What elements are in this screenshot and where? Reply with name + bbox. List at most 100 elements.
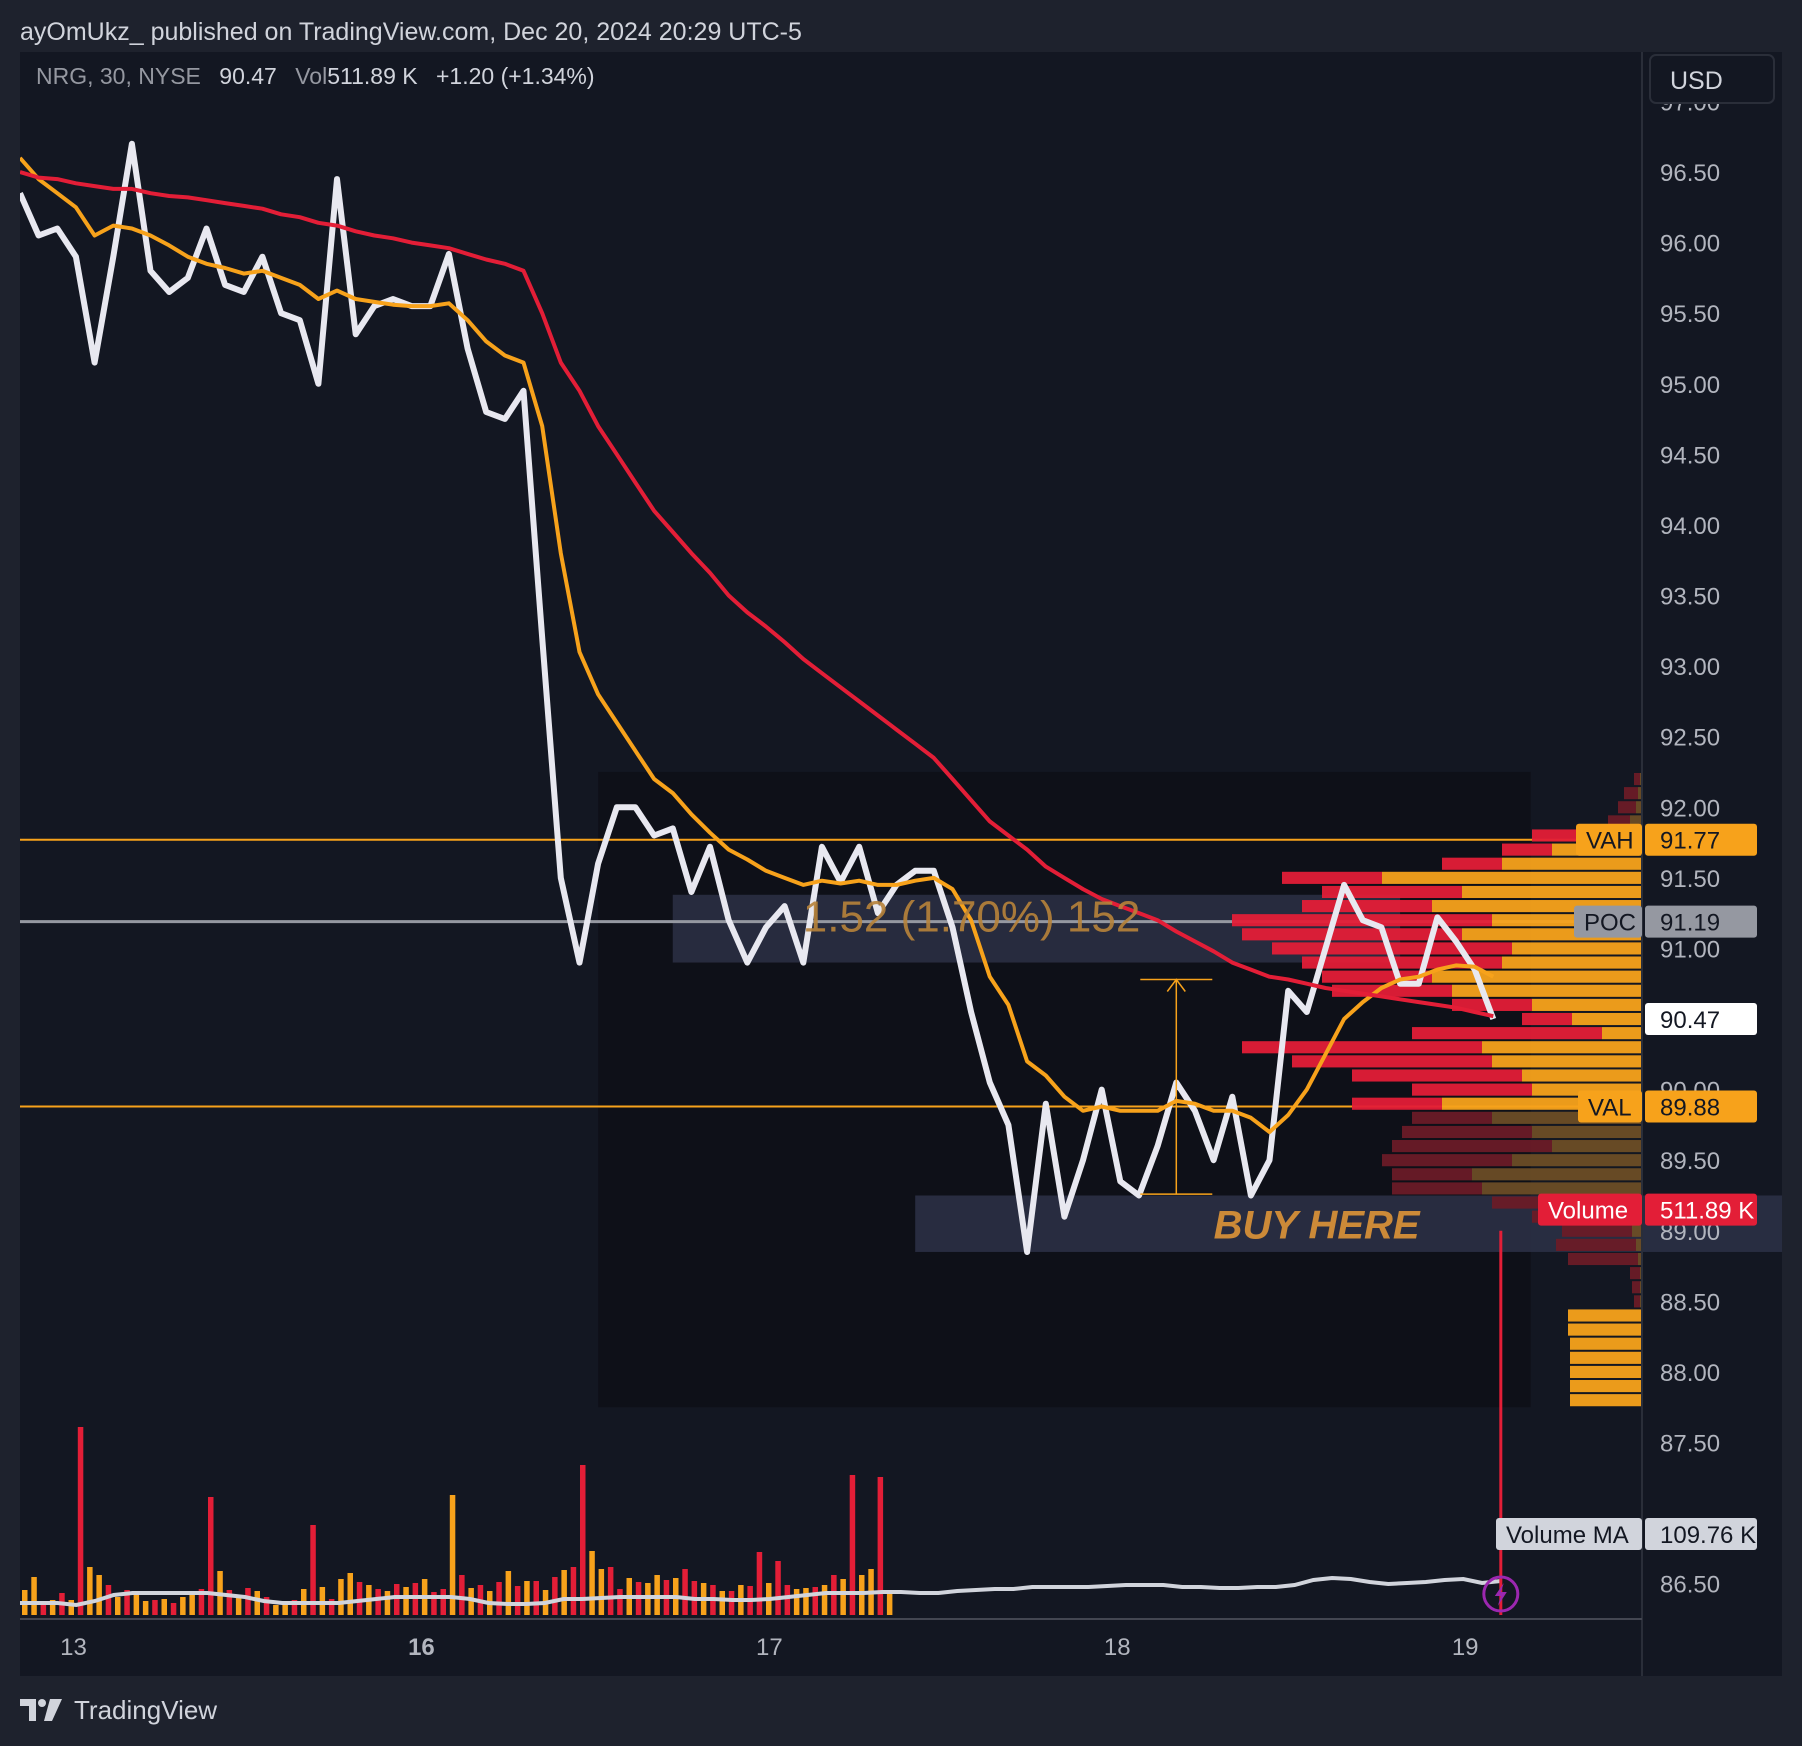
volume-profile-down-bar xyxy=(1292,1055,1492,1068)
volume-profile-down-bar xyxy=(1618,801,1636,814)
svg-text:NRG, 30, NYSE 90.47: NRG, 30, NYSE 90.47 Vol511.89 K +1.20 (+… xyxy=(36,63,595,89)
volume-bar xyxy=(514,1586,521,1615)
volume-bar xyxy=(328,1599,335,1615)
volume-profile-down-bar xyxy=(1562,1224,1632,1237)
volume-profile-up-bar xyxy=(1482,1182,1642,1195)
volume-profile-up-bar xyxy=(1502,857,1642,870)
volume-bar xyxy=(552,1577,558,1615)
volume-bar xyxy=(877,1477,884,1615)
volume-profile-up-bar xyxy=(1568,1309,1642,1322)
volume-profile-up-bar xyxy=(1512,942,1642,955)
volume-ma-label: Volume MA xyxy=(1506,1522,1629,1549)
legend-vol-label: Vol xyxy=(295,63,327,89)
volume-profile-up-bar xyxy=(1482,1041,1642,1054)
volume-profile-down-bar xyxy=(1492,1196,1552,1209)
volume-profile-up-bar xyxy=(1570,1394,1642,1407)
volume-value: 511.89 K xyxy=(1660,1198,1754,1225)
volume-bar xyxy=(310,1525,316,1615)
volume-profile-down-bar xyxy=(1392,1140,1552,1153)
volume-bar xyxy=(840,1579,846,1615)
volume-bar xyxy=(161,1599,167,1615)
volume-bar xyxy=(254,1591,260,1615)
volume-bar xyxy=(682,1569,688,1615)
price-tick-label: 93.00 xyxy=(1660,654,1720,681)
volume-profile-up-bar xyxy=(1532,1125,1642,1139)
footer-brand: TradingView xyxy=(74,1694,218,1725)
volume-bar xyxy=(273,1605,279,1615)
volume-bar xyxy=(68,1600,74,1615)
volume-bar xyxy=(589,1551,595,1615)
price-tick-label: 92.00 xyxy=(1660,795,1720,822)
volume-profile-up-bar xyxy=(1570,1365,1642,1379)
volume-profile-down-bar xyxy=(1632,1281,1640,1294)
volume-bar xyxy=(886,1592,893,1615)
volume-bar xyxy=(170,1603,177,1615)
volume-profile-down-bar xyxy=(1412,1083,1532,1096)
vah-label-tag xyxy=(1576,823,1642,856)
volume-bar xyxy=(198,1589,205,1615)
volume-profile-down-bar xyxy=(1392,1182,1482,1195)
volume-bar xyxy=(31,1577,37,1615)
volume-bar xyxy=(77,1427,84,1615)
volume-bar xyxy=(235,1598,242,1615)
volume-profile-down-bar xyxy=(1382,1154,1512,1167)
price-tick-label: 95.00 xyxy=(1660,372,1720,399)
volume-bar xyxy=(496,1582,502,1615)
price-line xyxy=(17,140,1497,1255)
volume-bar xyxy=(821,1585,828,1615)
volume-bar xyxy=(580,1465,586,1615)
price-tick-label: 96.50 xyxy=(1660,160,1720,187)
volume-bar xyxy=(505,1571,512,1615)
legend-vol-value: 511.89 K xyxy=(327,63,418,89)
volume-profile-up-bar xyxy=(1492,1055,1642,1068)
volume-profile-down-bar xyxy=(1412,1027,1602,1040)
val-tag xyxy=(1645,1090,1757,1123)
volume-bar xyxy=(617,1589,623,1615)
volume-ma-tag xyxy=(1645,1518,1757,1550)
price-tick-label: 93.50 xyxy=(1660,584,1720,611)
price-tick-label: 87.50 xyxy=(1660,1431,1720,1458)
buy-here-label: BUY HERE xyxy=(1214,1204,1421,1248)
highlight-box xyxy=(598,771,1531,1408)
price-tick-label: 91.50 xyxy=(1660,866,1720,893)
volume-profile-up-bar xyxy=(1638,787,1642,800)
vah-value: 91.77 xyxy=(1660,828,1720,855)
volume-bar xyxy=(394,1584,400,1615)
time-tick-label: 18 xyxy=(1104,1634,1131,1661)
volume-profile-down-bar xyxy=(1634,772,1640,786)
volume-profile-down-bar xyxy=(1302,900,1432,913)
currency-button[interactable]: USD xyxy=(1649,54,1775,104)
price-tick-label: 88.00 xyxy=(1660,1360,1720,1387)
poc-label: POC xyxy=(1584,910,1636,937)
volume-bar xyxy=(180,1597,186,1615)
volume-bar xyxy=(96,1575,102,1615)
ema_fast-line xyxy=(18,156,1495,1134)
volume-profile-down-bar xyxy=(1402,1125,1532,1139)
volume-bar xyxy=(356,1582,363,1615)
volume-profile-up-bar xyxy=(1570,1337,1642,1350)
volume-bar xyxy=(124,1590,130,1615)
vah-tag xyxy=(1645,823,1757,856)
legend-price: 90.47 xyxy=(219,63,277,89)
volume-profile-up-bar xyxy=(1472,1168,1642,1181)
volume-bar xyxy=(775,1561,781,1615)
volume-bar xyxy=(449,1495,456,1615)
volume-tag xyxy=(1645,1193,1757,1226)
volume-profile-down-bar xyxy=(1630,1267,1640,1280)
volume-profile-down-bar xyxy=(1272,942,1512,955)
volume-bar xyxy=(803,1588,809,1615)
volume-bar xyxy=(263,1597,270,1615)
volume-bar xyxy=(756,1552,763,1615)
footer: TradingView xyxy=(20,1690,217,1730)
volume-ma-label-tag xyxy=(1496,1518,1642,1550)
volume-profile-down-bar xyxy=(1634,1295,1640,1308)
volume-bar xyxy=(338,1579,344,1615)
volume-bar xyxy=(384,1591,391,1615)
volume-bar xyxy=(291,1600,298,1615)
volume-profile-up-bar xyxy=(1502,956,1642,969)
volume-profile-down-bar xyxy=(1502,843,1552,856)
val-label: VAL xyxy=(1588,1095,1632,1122)
volume-bar xyxy=(524,1581,530,1615)
volume-profile-down-bar xyxy=(1412,1111,1492,1124)
